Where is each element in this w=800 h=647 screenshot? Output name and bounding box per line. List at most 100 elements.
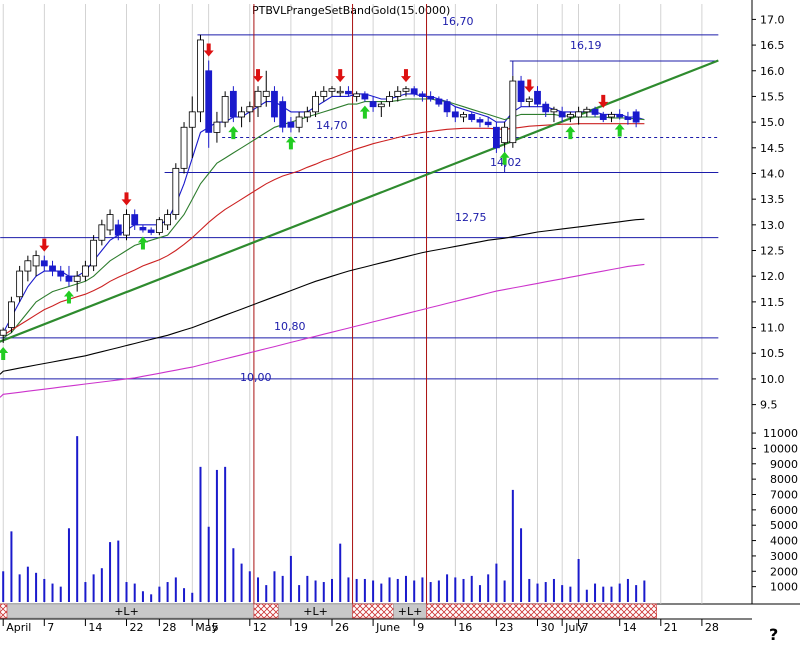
candle-body	[517, 80, 525, 102]
candle-body	[16, 270, 24, 298]
y-tick-label: 16.0	[760, 65, 785, 78]
volume-bar	[437, 580, 440, 602]
buy-arrow-icon	[285, 136, 296, 150]
volume-bar	[528, 578, 531, 602]
sell-arrow-icon	[524, 79, 535, 93]
volume-bar	[454, 577, 457, 602]
x-tick-label: 19	[294, 621, 308, 634]
candle-body	[632, 111, 640, 123]
x-tick-label: 7	[47, 621, 54, 634]
volume-tick-label: 1000	[770, 581, 798, 594]
volume-bar	[232, 548, 235, 602]
candle-body	[394, 90, 402, 97]
level-label: 16,70	[442, 15, 474, 28]
help-icon[interactable]: ?	[769, 625, 778, 644]
volume-bar	[150, 594, 153, 602]
candle-body	[501, 126, 509, 144]
volume-bar	[569, 586, 572, 602]
candle-body	[8, 301, 15, 328]
buy-arrow-icon	[0, 346, 9, 360]
volume-bar	[2, 571, 5, 602]
candle-body	[599, 114, 607, 120]
x-tick-label: 28	[162, 621, 176, 634]
volume-bar	[18, 574, 21, 602]
y-tick-label: 15.0	[760, 116, 785, 129]
y-tick-label: 10.5	[760, 347, 785, 360]
volume-bar	[248, 571, 251, 602]
y-tick-label: 15.5	[760, 90, 785, 103]
x-tick-label: 26	[335, 621, 349, 634]
candle-body	[229, 90, 237, 118]
signal-segment	[0, 603, 8, 619]
sell-arrow-icon	[400, 69, 411, 83]
x-tick-label: 28	[705, 621, 719, 634]
ma-mid-line	[2, 98, 645, 339]
x-tick-label: April	[6, 621, 31, 634]
x-tick-label: 14	[88, 621, 102, 634]
volume-bar	[59, 586, 62, 602]
volume-bar	[117, 540, 120, 602]
volume-bar	[618, 583, 621, 602]
candle-body	[312, 96, 319, 113]
volume-tick-label: 11000	[763, 427, 798, 440]
y-tick-label: 10.0	[760, 373, 785, 386]
volume-bar	[413, 580, 416, 602]
volume-bar	[585, 589, 588, 602]
candle-body	[558, 111, 566, 118]
candle-body	[106, 214, 114, 231]
candle-body	[542, 103, 550, 113]
candle-body	[90, 239, 98, 267]
x-tick-label: 12	[253, 621, 267, 634]
x-tick-label: 23	[499, 621, 513, 634]
volume-bar	[552, 578, 555, 602]
buy-arrow-icon	[499, 151, 510, 165]
candle-body	[534, 90, 541, 105]
ma-slow-line	[2, 123, 645, 336]
volume-bar	[100, 568, 103, 602]
y-tick-label: 16.5	[760, 39, 785, 52]
volume-tick-label: 9000	[770, 458, 798, 471]
volume-bar	[289, 555, 292, 602]
level-label: 10,00	[240, 371, 272, 384]
level-label: 12,75	[455, 211, 487, 224]
candle-body	[591, 108, 599, 115]
candle-body	[139, 227, 147, 231]
candle-body	[353, 93, 361, 97]
candle-body	[40, 260, 48, 267]
candle-body	[279, 101, 287, 128]
volume-bar	[125, 582, 128, 602]
sell-arrow-icon	[121, 192, 132, 206]
volume-bar	[404, 575, 407, 602]
candle-body	[221, 96, 229, 123]
volume-bar	[281, 575, 284, 602]
candle-body	[410, 88, 418, 95]
candle-body	[550, 108, 558, 113]
volume-bar	[577, 559, 580, 602]
x-tick-label: 21	[664, 621, 678, 634]
candle-body	[238, 111, 245, 118]
volume-tick-label: 2000	[770, 565, 798, 578]
y-tick-label: 13.0	[760, 219, 785, 232]
volume-bar	[265, 585, 268, 602]
candle-body	[246, 106, 254, 113]
volume-bar	[446, 574, 449, 602]
x-tick-label: 5	[212, 621, 219, 634]
volume-bar	[610, 586, 613, 602]
candle-body	[65, 275, 73, 282]
candle-body	[57, 270, 65, 277]
volume-bar	[257, 577, 260, 602]
volume-bar	[224, 466, 227, 602]
volume-tick-label: 8000	[770, 473, 798, 486]
candle-body	[114, 224, 122, 236]
y-tick-label: 9.5	[760, 399, 778, 412]
candle-body	[369, 101, 377, 108]
volume-bar	[10, 531, 13, 602]
candle-body	[98, 224, 106, 241]
candle-body	[608, 114, 615, 118]
volume-bar	[536, 583, 539, 602]
candle-body	[575, 111, 582, 118]
sell-arrow-icon	[203, 43, 214, 57]
candle-body	[271, 90, 278, 118]
y-tick-label: 13.5	[760, 193, 785, 206]
volume-bar	[372, 580, 375, 602]
